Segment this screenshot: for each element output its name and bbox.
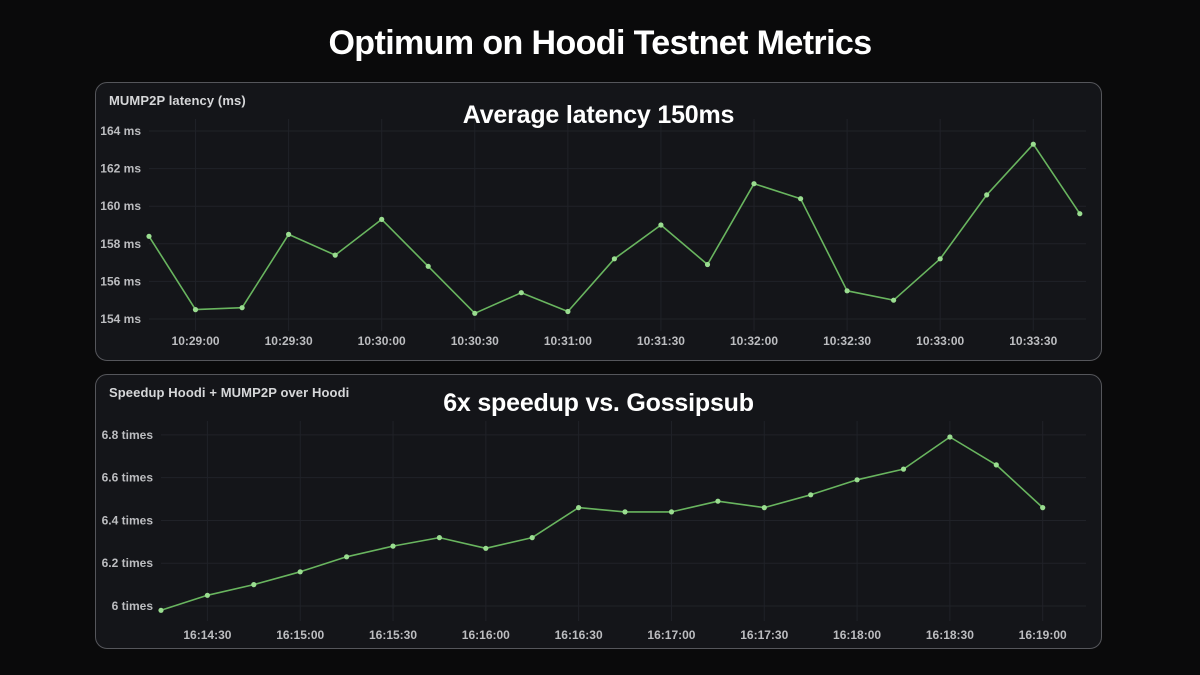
x-tick-label: 10:30:30 bbox=[451, 334, 499, 348]
y-tick-label: 6.6 times bbox=[102, 471, 154, 485]
data-point bbox=[192, 307, 199, 313]
data-point bbox=[1040, 505, 1046, 511]
data-point bbox=[844, 288, 850, 294]
x-tick-label: 10:29:30 bbox=[265, 334, 313, 348]
line-series bbox=[160, 436, 1044, 612]
x-tick-label: 10:33:00 bbox=[916, 334, 964, 348]
data-point bbox=[658, 222, 664, 228]
y-tick-label: 6.8 times bbox=[102, 428, 154, 442]
data-point bbox=[332, 252, 338, 258]
data-point bbox=[158, 607, 164, 613]
x-tick-label: 16:15:00 bbox=[276, 628, 324, 642]
x-tick-label: 10:31:00 bbox=[544, 334, 592, 348]
data-point bbox=[937, 256, 943, 262]
speedup-chart[interactable]: 6 times 6.2 times 6.4 times 6.6 times 6.8 ti… bbox=[96, 375, 1100, 647]
data-point bbox=[565, 308, 571, 315]
data-point bbox=[715, 498, 721, 504]
data-point bbox=[379, 216, 385, 222]
data-point bbox=[483, 545, 489, 551]
data-point bbox=[984, 192, 990, 198]
latency-panel-title[interactable]: MUMP2P latency (ms) bbox=[109, 93, 246, 108]
x-tick-label: 10:29:00 bbox=[172, 334, 220, 348]
data-point bbox=[344, 554, 350, 560]
data-point bbox=[297, 569, 303, 575]
data-point bbox=[808, 492, 814, 498]
latency-annotation: Average latency 150ms bbox=[462, 101, 735, 129]
y-tick-label: 6 times bbox=[112, 599, 154, 613]
speedup-panel-title[interactable]: Speedup Hoodi + MUMP2P over Hoodi bbox=[109, 385, 350, 400]
data-point bbox=[529, 535, 535, 541]
y-tick-label: 6.2 times bbox=[102, 556, 154, 570]
y-tick-label: 160 ms bbox=[100, 199, 141, 213]
x-tick-label: 10:32:00 bbox=[730, 334, 778, 348]
y-tick-label: 6.4 times bbox=[102, 513, 154, 527]
x-tick-label: 16:14:30 bbox=[183, 628, 231, 642]
y-tick-label: 158 ms bbox=[100, 237, 141, 251]
x-tick-label: 10:31:30 bbox=[637, 334, 685, 348]
data-point bbox=[1030, 141, 1036, 147]
latency-panel: MUMP2P latency (ms) Average latency 150m… bbox=[95, 82, 1102, 361]
x-tick-label: 10:33:30 bbox=[1009, 334, 1057, 348]
speedup-panel: Speedup Hoodi + MUMP2P over Hoodi 6x spe… bbox=[95, 374, 1102, 649]
data-point bbox=[668, 509, 675, 515]
data-point bbox=[390, 543, 396, 549]
data-point bbox=[704, 261, 711, 268]
x-tick-label: 16:18:00 bbox=[833, 628, 881, 642]
data-point bbox=[798, 196, 804, 202]
data-point bbox=[204, 592, 210, 598]
y-tick-label: 156 ms bbox=[100, 274, 141, 288]
data-point bbox=[146, 233, 152, 239]
x-tick-label: 10:30:00 bbox=[358, 334, 406, 348]
x-tick-label: 16:16:00 bbox=[462, 628, 510, 642]
data-point bbox=[472, 310, 478, 316]
latency-chart[interactable]: 154 ms 156 ms 158 ms 160 ms 162 ms 164 ms 10:2… bbox=[96, 83, 1100, 359]
data-point bbox=[251, 582, 257, 588]
y-tick-label: 164 ms bbox=[100, 124, 141, 138]
speedup-annotation: 6x speedup vs. Gossipsub bbox=[443, 389, 754, 417]
data-point bbox=[425, 263, 431, 269]
data-point bbox=[900, 466, 907, 472]
data-point bbox=[622, 509, 628, 515]
data-point bbox=[611, 256, 618, 262]
data-point bbox=[239, 305, 245, 311]
data-point bbox=[891, 297, 897, 303]
y-tick-label: 154 ms bbox=[100, 312, 141, 326]
x-tick-label: 16:19:00 bbox=[1019, 628, 1067, 642]
x-tick-label: 16:16:30 bbox=[555, 628, 603, 642]
data-point bbox=[1077, 211, 1083, 217]
data-point bbox=[947, 434, 953, 440]
data-point bbox=[761, 505, 767, 511]
data-point bbox=[436, 535, 442, 541]
y-tick-label: 162 ms bbox=[100, 162, 141, 176]
x-tick-label: 16:17:30 bbox=[740, 628, 788, 642]
data-point bbox=[854, 477, 860, 483]
data-point bbox=[993, 462, 999, 468]
x-tick-label: 10:32:30 bbox=[823, 334, 871, 348]
data-point bbox=[751, 181, 757, 187]
x-tick-label: 16:17:00 bbox=[647, 628, 695, 642]
x-tick-label: 16:18:30 bbox=[926, 628, 974, 642]
data-point bbox=[286, 231, 292, 237]
page-title: Optimum on Hoodi Testnet Metrics bbox=[328, 24, 872, 62]
data-point bbox=[576, 505, 582, 511]
data-point bbox=[518, 290, 524, 296]
x-tick-label: 16:15:30 bbox=[369, 628, 417, 642]
